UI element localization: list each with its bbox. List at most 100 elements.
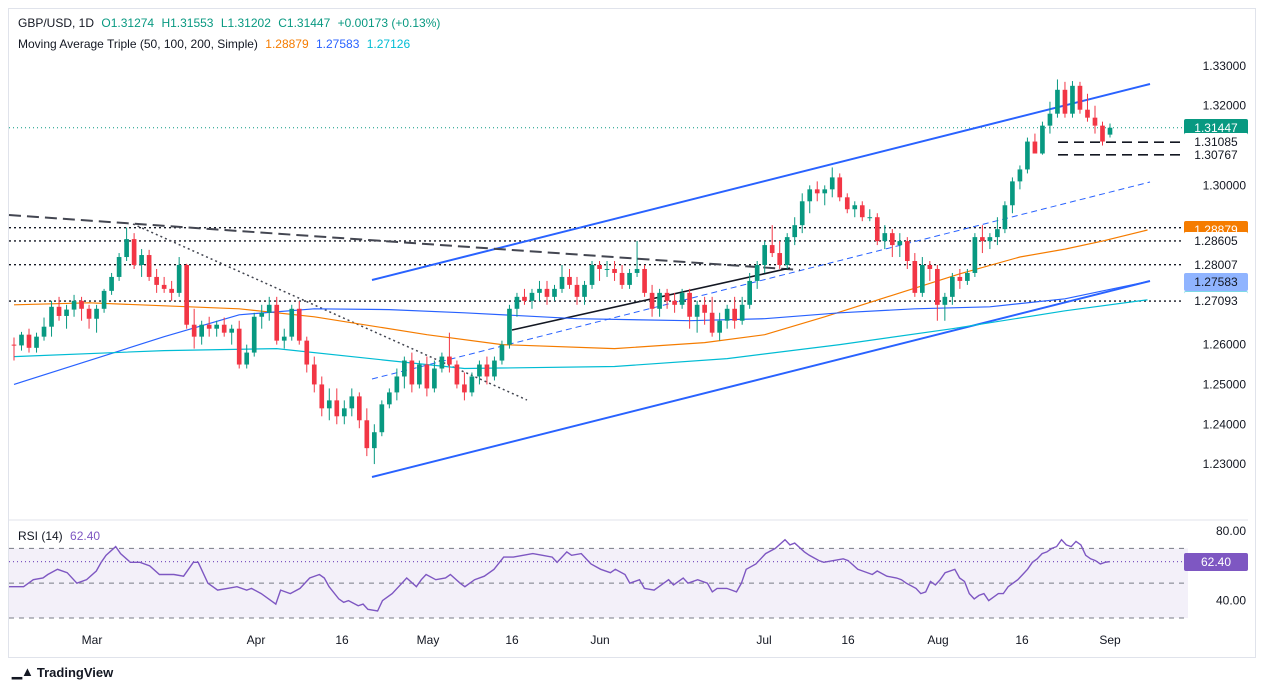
candle-body <box>679 292 685 305</box>
bullish-candle <box>897 233 903 258</box>
bearish-candle <box>814 181 820 202</box>
candle-body <box>454 364 460 385</box>
candle-body <box>221 324 227 333</box>
bearish-candle <box>169 280 174 301</box>
bullish-candle <box>747 272 752 309</box>
bullish-candle <box>822 185 828 206</box>
candle-body <box>852 205 858 210</box>
candle-body <box>1017 169 1023 182</box>
bullish-candle <box>229 324 235 345</box>
candle-body <box>71 300 77 310</box>
time-tick-label: Jul <box>756 633 771 647</box>
candle-body <box>236 328 242 365</box>
bullish-candle <box>1017 165 1023 190</box>
rsi-value-label: 62.40 <box>1184 552 1248 571</box>
bearish-candle <box>844 193 850 214</box>
bullish-candle <box>1070 81 1075 118</box>
ma-indicator-label[interactable]: Moving Average Triple (50, 100, 200, Sim… <box>18 37 258 51</box>
candle-body <box>582 284 587 297</box>
ma200-value: 1.27126 <box>366 37 411 51</box>
price-label-plain: 1.28605 <box>1184 231 1248 250</box>
bullish-candle <box>199 320 204 345</box>
bullish-candle <box>799 193 805 234</box>
price-tick-label: 1.30000 <box>1203 178 1247 192</box>
candle-body <box>484 364 490 377</box>
candle-body <box>349 396 355 409</box>
bullish-candle <box>604 261 610 277</box>
bullish-candle <box>34 332 39 353</box>
bullish-candle <box>582 280 587 305</box>
candle-body <box>116 257 122 277</box>
bullish-candle <box>1047 101 1053 134</box>
candle-body <box>920 264 925 293</box>
bullish-candle <box>139 249 144 277</box>
candle-body <box>664 292 670 301</box>
candle-body <box>259 312 265 317</box>
bearish-candle <box>447 332 452 373</box>
bearish-candle <box>364 408 370 457</box>
candle-body <box>199 324 204 337</box>
bullish-candle <box>537 280 542 301</box>
candle-body <box>79 300 84 309</box>
candle-body <box>762 245 768 265</box>
bearish-candle <box>1092 105 1098 134</box>
candle-body <box>131 239 137 265</box>
candle-body <box>634 268 640 273</box>
candle-body <box>311 364 317 385</box>
bullish-candle <box>251 312 257 357</box>
bullish-candle <box>867 209 873 222</box>
candle-body <box>1062 89 1068 114</box>
bearish-candle <box>522 288 527 305</box>
bearish-candle <box>935 264 940 321</box>
bullish-candle <box>920 257 925 297</box>
candle-body <box>281 336 287 341</box>
bearish-candle <box>221 317 227 337</box>
symbol-label[interactable]: GBP/USD, 1D <box>18 16 95 30</box>
bearish-candle <box>642 264 647 297</box>
tradingview-logo[interactable]: ▁▲ TradingView <box>12 664 113 680</box>
tradingview-logo-icon: ▁▲ <box>12 664 34 679</box>
candle-body <box>522 296 527 301</box>
candle-body <box>574 284 580 297</box>
bullish-candle <box>124 227 129 262</box>
candle-body <box>859 205 865 218</box>
candle-body <box>559 276 565 289</box>
candle-body <box>597 264 602 269</box>
bearish-candle <box>769 225 775 258</box>
time-tick-label: Jun <box>590 633 609 647</box>
price-tick-label: 1.33000 <box>1203 59 1247 73</box>
bearish-candle <box>912 253 918 297</box>
candle-body <box>139 255 144 265</box>
candle-body <box>882 233 888 242</box>
open-value: O1.31274 <box>101 16 155 30</box>
bearish-candle <box>131 233 137 269</box>
bullish-candle <box>387 388 392 409</box>
candle-body <box>1055 89 1060 114</box>
bullish-candle <box>469 372 475 397</box>
descending-trendline <box>8 214 801 271</box>
bullish-candle <box>417 360 422 389</box>
bullish-candle <box>1002 201 1008 234</box>
candle-body <box>739 304 745 321</box>
candle-body <box>409 360 415 385</box>
time-tick-label: 16 <box>1015 633 1029 647</box>
bullish-candle <box>852 201 858 218</box>
bullish-candle <box>439 352 445 373</box>
candle-body <box>439 356 445 369</box>
bullish-candle <box>679 288 685 309</box>
tradingview-brand: TradingView <box>36 664 114 680</box>
candle-body <box>904 241 910 262</box>
ohlc-header: GBP/USD, 1D O1.31274 H1.31553 L1.31202 C… <box>18 16 444 30</box>
bearish-candle <box>462 372 467 401</box>
bullish-candle <box>19 331 24 351</box>
candle-body <box>1002 205 1008 230</box>
bullish-candle <box>116 253 122 281</box>
candle-body <box>1070 85 1075 114</box>
candle-body <box>627 272 632 285</box>
candle-body <box>101 290 107 309</box>
bearish-candle <box>86 304 92 329</box>
bullish-candle <box>784 233 790 269</box>
rsi-indicator-label[interactable]: RSI (14) <box>18 529 63 543</box>
bearish-candle <box>154 268 159 293</box>
